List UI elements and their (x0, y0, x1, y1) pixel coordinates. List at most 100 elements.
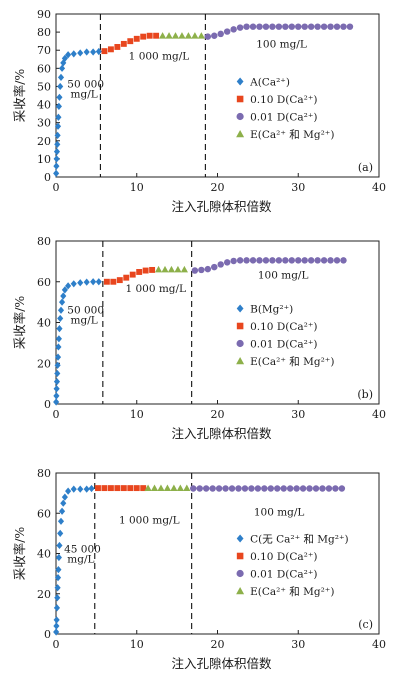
legend-label: E(Ca²⁺ 和 Mg²⁺) (250, 586, 334, 598)
data-point (249, 23, 257, 30)
legend-marker (236, 339, 244, 348)
legend-marker (236, 77, 244, 86)
legend-label: E(Ca²⁺ 和 Mg²⁺) (250, 129, 334, 141)
salinity-annotation: 50 000 (67, 78, 104, 90)
legend-label: 0.10 D(Ca²⁺) (250, 94, 317, 106)
data-point (146, 32, 153, 39)
x-tick-label: 30 (291, 408, 305, 421)
x-tick-label: 10 (130, 408, 144, 421)
data-point (55, 553, 62, 562)
salinity-annotation: mg/L (71, 88, 98, 100)
data-point (340, 257, 347, 264)
data-point (53, 155, 60, 163)
series-triangle (154, 265, 188, 273)
data-point (301, 257, 308, 264)
data-point (55, 335, 62, 343)
data-point (215, 485, 223, 492)
data-point (53, 377, 61, 386)
data-point (269, 23, 276, 30)
data-point (60, 499, 67, 507)
data-point (144, 484, 152, 491)
data-point (176, 484, 184, 491)
data-point (178, 32, 186, 39)
data-point (53, 392, 60, 400)
data-point (57, 82, 64, 91)
data-point (288, 23, 296, 30)
data-point (54, 131, 61, 139)
data-point (340, 23, 347, 30)
x-tick-label: 40 (372, 408, 386, 421)
data-point (320, 257, 328, 264)
data-point (53, 604, 61, 612)
data-point (61, 54, 68, 62)
data-point (95, 278, 102, 286)
data-point (61, 286, 68, 294)
y-tick-label: 20 (37, 135, 51, 148)
y-tick-label: 0 (44, 398, 51, 411)
data-point (54, 594, 61, 602)
data-point (320, 23, 328, 30)
data-point (77, 279, 84, 287)
legend: B(Mg²⁺) 0.10 D(Ca²⁺) 0.01 D(Ca²⁺) E(Ca²⁺ 和 … (236, 304, 334, 368)
series-square (103, 266, 156, 285)
salinity-annotation: mg/L (67, 554, 94, 566)
data-point (217, 30, 224, 38)
data-point (235, 485, 242, 492)
y-tick-label: 40 (37, 548, 51, 561)
y-tick-label: 20 (37, 588, 51, 601)
chart-panel-a: 0 10 20 30 40 0 10 20 30 40 50 60 70 80 90 注入孔隙体积倍数 采收率/… (12, 8, 386, 214)
y-tick-label: 30 (37, 117, 51, 130)
data-point (114, 44, 121, 50)
legend-marker (236, 304, 244, 313)
x-tick-label: 40 (372, 181, 386, 194)
data-point (196, 485, 203, 492)
data-point (53, 148, 61, 156)
data-point (95, 485, 101, 492)
y-axis-label: 采收率/% (12, 296, 27, 350)
data-point (54, 584, 61, 592)
data-point (170, 484, 178, 491)
data-point (56, 541, 63, 550)
data-point (174, 265, 182, 273)
data-point (154, 265, 163, 273)
x-axis-label: 注入孔隙体积倍数 (171, 426, 272, 441)
data-point (267, 485, 275, 492)
data-point (249, 257, 257, 264)
data-point (191, 267, 199, 274)
y-tick-label: 90 (37, 8, 51, 21)
data-point (116, 277, 123, 284)
data-point (65, 51, 72, 59)
data-point (129, 271, 136, 278)
data-point (190, 485, 197, 492)
panel-label: (a) (358, 161, 373, 174)
series-diamond (53, 484, 95, 636)
data-point (55, 102, 62, 110)
data-point (57, 517, 65, 525)
data-point (54, 353, 62, 361)
x-axis-label: 注入孔隙体积倍数 (171, 656, 272, 671)
data-point (157, 484, 165, 491)
data-point (140, 33, 147, 40)
x-tick-label: 0 (53, 408, 60, 421)
data-point (161, 265, 169, 273)
data-point (103, 278, 110, 285)
data-point (346, 23, 354, 30)
data-point (54, 369, 61, 378)
data-point (204, 33, 212, 40)
series-square (95, 485, 147, 492)
x-tick-label: 30 (291, 638, 305, 651)
legend-marker (236, 587, 245, 595)
data-point (306, 485, 313, 492)
data-point (58, 298, 66, 306)
series-diamond (53, 47, 102, 177)
data-point (58, 64, 66, 72)
legend-label: A(Ca²⁺) (249, 77, 290, 89)
legend-marker (236, 95, 244, 103)
data-point (53, 628, 60, 636)
series-square (101, 32, 160, 55)
data-point (107, 46, 114, 53)
salinity-annotation: 1 000 mg/L (119, 514, 180, 526)
data-point (319, 485, 326, 492)
data-point (202, 485, 210, 492)
x-tick-label: 0 (53, 181, 60, 194)
